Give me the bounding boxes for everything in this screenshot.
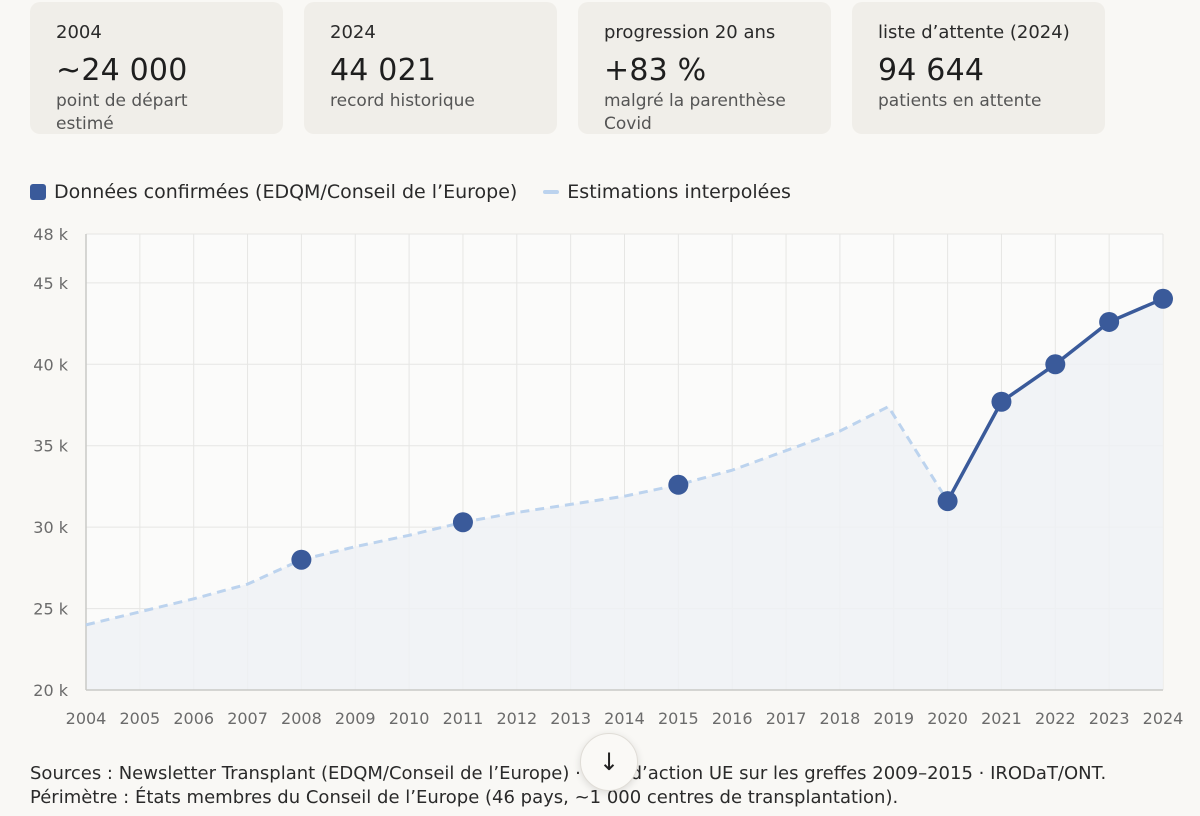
x-tick-label: 2016 [712,709,753,728]
x-tick-label: 2013 [550,709,591,728]
x-tick-label: 2011 [443,709,484,728]
x-tick-label: 2008 [281,709,322,728]
y-tick-label: 20 k [33,681,68,700]
kpi-sub: point de départ estimé [56,91,188,134]
x-tick-label: 2012 [496,709,537,728]
data-point [937,491,958,512]
y-tick-label: 35 k [33,437,68,456]
y-tick-label: 30 k [33,518,68,537]
kpi-label: progression 20 ans [604,22,776,43]
x-tick-label: 2023 [1089,709,1130,728]
x-tick-label: 2017 [766,709,807,728]
data-point [1099,311,1120,332]
y-tick-label: 25 k [33,600,68,619]
kpi-card-2024: 2024 44 021 record historique [304,2,557,134]
data-point [991,391,1012,412]
kpi-card-progression: progression 20 ans +83 % malgré la paren… [578,2,831,134]
kpi-sub: patients en attente [878,91,1042,111]
kpi-sub: malgré la parenthèse Covid [604,91,786,134]
kpi-label: 2024 [330,22,376,43]
data-point [1153,288,1173,309]
kpi-value: 94 644 [878,53,985,88]
area-fill [86,298,1163,690]
data-point [1045,354,1066,375]
data-point [668,474,689,495]
data-point [452,512,473,533]
x-tick-label: 2020 [927,709,968,728]
x-tick-label: 2006 [173,709,214,728]
data-point [291,549,312,570]
x-tick-label: 2005 [119,709,160,728]
kpi-label: 2004 [56,22,102,43]
x-tick-label: 2022 [1035,709,1076,728]
x-tick-label: 2024 [1143,709,1184,728]
series-line-estimated [85,405,949,627]
x-tick-label: 2009 [335,709,376,728]
kpi-sub: record historique [330,91,475,111]
arrow-down-icon: ↓ [598,748,620,776]
kpi-value: ~24 000 [56,53,188,88]
kpi-value: +83 % [604,53,707,88]
sources-line: Sources : Newsletter Transplant (EDQM/Co… [30,763,1107,784]
kpi-label: liste d’attente (2024) [878,22,1070,43]
x-tick-label: 2015 [658,709,699,728]
x-tick-label: 2004 [66,709,107,728]
x-tick-label: 2021 [981,709,1022,728]
scope-line: Périmètre : États membres du Conseil de … [30,787,899,808]
legend-confirmed-label: Données confirmées (EDQM/Conseil de l’Eu… [54,181,518,203]
kpi-cards: 2004 ~24 000 point de départ estimé 2024… [30,2,1105,134]
legend-estimated-swatch [543,190,560,194]
x-tick-label: 2014 [604,709,645,728]
x-tick-label: 2019 [873,709,914,728]
sources-note: Sources : Newsletter Transplant (EDQM/Co… [30,762,1106,810]
y-tick-label: 48 k [33,225,68,244]
scroll-down-button[interactable]: ↓ [580,733,638,791]
legend-estimated-label: Estimations interpolées [567,181,791,203]
kpi-value: 44 021 [330,53,437,88]
y-tick-label: 40 k [33,355,68,374]
chart-legend: Données confirmées (EDQM/Conseil de l’Eu… [30,181,791,203]
legend-confirmed-swatch [30,184,46,200]
kpi-card-2004: 2004 ~24 000 point de départ estimé [30,2,283,134]
x-tick-label: 2010 [389,709,430,728]
x-tick-label: 2018 [820,709,861,728]
x-tick-label: 2007 [227,709,268,728]
kpi-card-waiting-list: liste d’attente (2024) 94 644 patients e… [852,2,1105,134]
y-tick-label: 45 k [33,274,68,293]
transplant-line-chart: 20 k 25 k 30 k 35 k 40 k 45 k 48 k 2004 2005 2006… [33,225,1184,728]
